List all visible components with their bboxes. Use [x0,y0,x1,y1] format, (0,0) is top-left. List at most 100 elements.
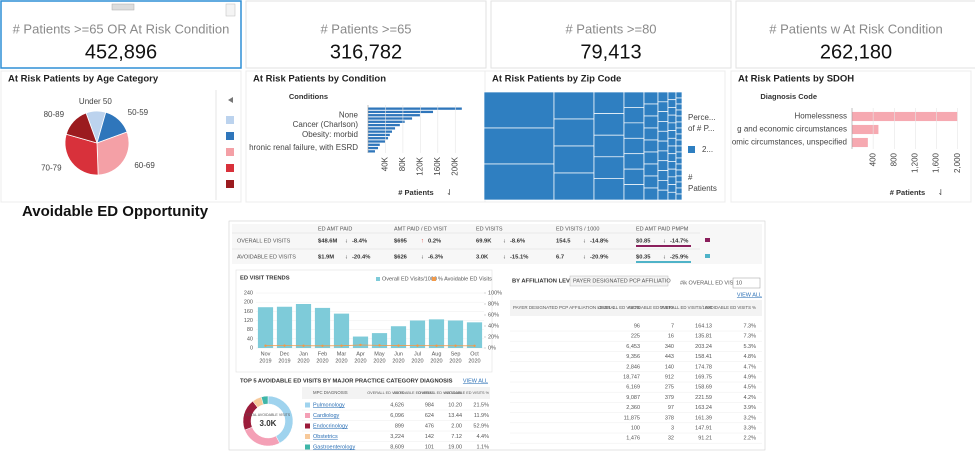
treemap-cell [667,122,677,131]
treemap-cell [593,134,625,158]
kpi-card[interactable] [735,0,975,69]
table-cell: 3.9% [743,405,756,411]
bar [852,111,958,122]
x-tick-label: 80K [398,156,407,171]
row-swatch [305,434,310,439]
table-cell: 912 [665,374,674,380]
table-cell: 4.7% [743,364,756,370]
table-cell: 96 [634,323,640,329]
category-label: Homelessness [795,112,847,121]
bar [368,127,396,130]
x-tick-label: 200K [450,156,459,175]
table-cell: 163.24 [695,405,712,411]
category-label: hronic renal failure, with ESRD [249,143,358,152]
table-cell: 3 [671,425,674,431]
table-cell: 7.12 [451,434,462,440]
x-tick-label: 2020 [373,358,385,364]
table-cell: 147.91 [695,425,712,431]
x-tick-label: 2020 [316,358,328,364]
affiliation-title: BY AFFILIATION LEVEL [512,279,578,285]
panel-title: At Risk Patients by Age Category [8,74,159,85]
dropdown[interactable] [569,275,669,287]
table-cell: 7.3% [743,334,756,340]
table-cell: 340 [665,344,674,350]
view-all[interactable]: VIEW ALL [737,292,762,298]
table-cell: 11.9% [474,413,489,419]
legend-scroll[interactable] [228,97,233,103]
bar [257,307,274,348]
treemap-cell [675,115,683,123]
table-cell: 135.81 [695,334,712,340]
legend-swatch [226,164,234,172]
table-cell: 158.41 [695,354,712,360]
column-header: AVOIDABLE ED VISITS [393,391,434,395]
pie-slice [65,112,98,144]
treemap-cell [675,133,683,141]
kpi-card[interactable] [245,0,487,69]
line-point [473,344,476,347]
view-all[interactable]: VIEW ALL [463,378,488,384]
kpi-card[interactable] [0,0,242,69]
treemap-cell [675,175,683,183]
table-cell: 101 [425,444,434,450]
line-point [416,344,419,347]
legend-swatch [376,277,380,281]
filter-label: #ik OVERALL ED VISITS ≥ [680,280,746,286]
table-cell: 624 [425,413,434,419]
pie-slice [64,133,99,176]
table-cell: 225 [631,334,640,340]
x-tick-label: 2020 [354,358,366,364]
line-point [264,344,267,347]
table-cell: 4.5% [743,385,756,391]
bar [295,304,312,348]
filter-input[interactable] [732,277,761,289]
kpi-value: 262,180 [820,41,892,63]
x-tick-label: 40K [381,156,390,171]
table-cell: 7 [671,323,674,329]
menu-button[interactable] [225,3,236,17]
kpi-card[interactable] [490,0,732,69]
x-tick-label: 2020 [392,358,404,364]
table-cell: 3.3% [743,425,756,431]
treemap-cell [643,151,659,165]
treemap-cell [675,163,683,171]
pie-label: 60-69 [134,161,155,170]
treemap-cell [675,103,683,111]
treemap-cell [657,170,669,181]
diagnosis-link[interactable]: Pulmonology [313,402,345,408]
diagnosis-link[interactable]: Cardiology [313,413,340,419]
bar [368,114,420,117]
line-point [359,343,362,347]
treemap-cell [643,175,659,189]
x-tick-label: 2020 [468,358,480,364]
y2-tick-label: 80% [488,301,499,307]
summary-value: $0.35 [636,255,651,261]
size-legend: # [688,173,693,182]
legend-swatch [226,116,234,124]
treemap-cell [643,163,659,177]
bar [368,137,389,140]
table-cell: 4.2% [743,395,756,401]
dropdown-value: PAYER DESIGNATED PCP AFFILIATIO [573,278,671,284]
diagnosis-link[interactable]: Endocrinology [313,423,348,429]
summary-change: -8.6% [510,239,525,245]
diagnosis-link[interactable]: Gastroenterology [313,444,355,450]
kpi-label: # Patients >=80 [565,21,656,36]
summary-row-label: AVOIDABLE ED VISITS [237,254,296,260]
legend-swatch [226,132,234,140]
treemap-cell [657,121,669,132]
treemap-cell [643,103,659,117]
line-point [435,344,438,347]
treemap-cell [675,121,683,129]
treemap-cell [553,91,595,120]
x-tick-label: 2020 [430,358,442,364]
panel-title: At Risk Patients by SDOH [738,74,854,85]
column-header: AVOIDABLE ED VISITS [628,305,674,310]
bar [314,307,331,348]
line-point [397,344,400,347]
table-cell: 1.1% [476,444,489,450]
column-header: AVOIDABLE ED VISITS % [705,305,756,310]
treemap-cell [667,99,677,108]
diagnosis-link[interactable]: Obstetrics [313,434,338,440]
treemap-cell [667,191,677,201]
